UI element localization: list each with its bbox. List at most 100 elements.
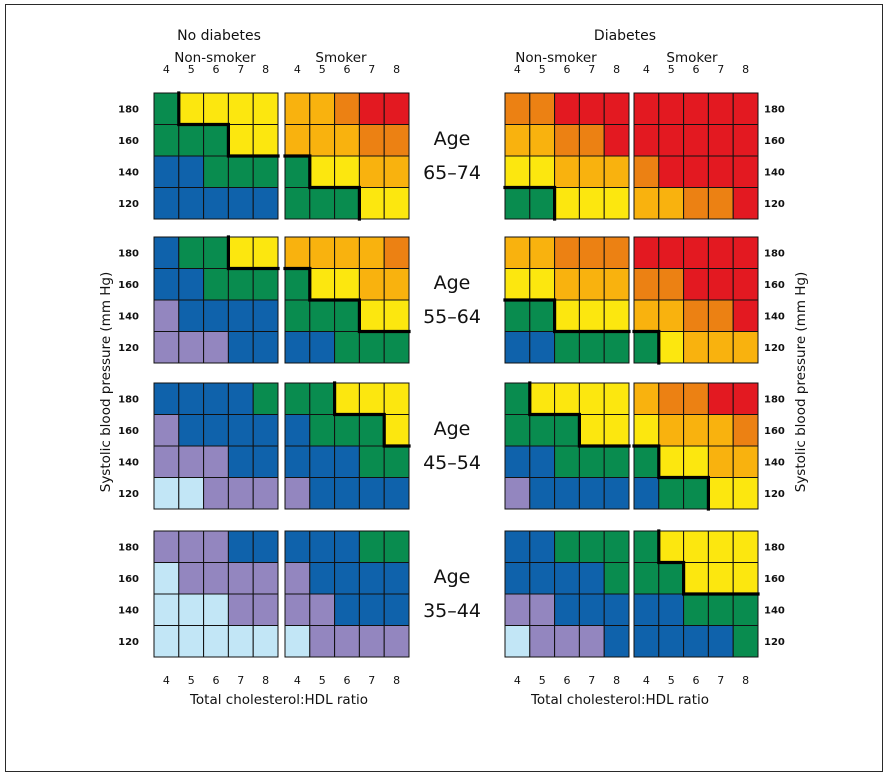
- risk-cell: [633, 299, 660, 332]
- risk-cell: [309, 382, 336, 415]
- risk-cell: [529, 331, 556, 364]
- risk-cell: [227, 155, 254, 188]
- risk-threshold-line: [503, 298, 631, 334]
- y-tick-label-right: 120: [764, 343, 785, 354]
- risk-cell: [683, 530, 709, 563]
- risk-cell: [603, 414, 630, 447]
- panel-diab-nonsmoker-age-2: [504, 381, 631, 510]
- risk-cell: [683, 92, 709, 125]
- risk-cell: [529, 593, 556, 626]
- risk-cell: [554, 331, 580, 364]
- risk-cell: [658, 331, 685, 364]
- y-tick-label-right: 140: [764, 457, 785, 468]
- risk-cell: [658, 155, 685, 188]
- panel-diab-smoker-age-0: [633, 92, 759, 220]
- risk-cell: [358, 445, 385, 478]
- risk-cell: [334, 331, 360, 364]
- risk-cell: [504, 445, 531, 478]
- risk-cell: [383, 530, 410, 563]
- x-tick-label-bottom: 8: [613, 674, 620, 687]
- risk-cell: [554, 124, 580, 157]
- x-tick-label-bottom: 6: [564, 674, 571, 687]
- y-tick-label-right: 180: [764, 104, 785, 115]
- risk-cell: [603, 477, 630, 510]
- age-label: Age: [434, 272, 471, 294]
- x-tick-label-top: 6: [213, 63, 220, 76]
- risk-cell: [203, 331, 229, 364]
- risk-cell: [554, 236, 580, 269]
- risk-cell: [227, 124, 254, 157]
- risk-cell: [178, 593, 205, 626]
- risk-cell: [683, 593, 709, 626]
- risk-cell: [309, 236, 336, 269]
- risk-cell: [529, 299, 556, 332]
- risk-cell: [309, 530, 336, 563]
- risk-cell: [683, 445, 709, 478]
- risk-cell: [578, 299, 605, 332]
- x-tick-label-top: 8: [262, 63, 269, 76]
- risk-cell: [203, 236, 229, 269]
- risk-cell: [578, 477, 605, 510]
- risk-cell: [603, 236, 630, 269]
- no-diabetes-header: No diabetes: [177, 28, 261, 44]
- risk-cell: [227, 562, 254, 595]
- risk-cell: [284, 331, 311, 364]
- risk-cell: [358, 593, 385, 626]
- risk-cell: [227, 331, 254, 364]
- risk-cell: [252, 445, 279, 478]
- risk-cell: [358, 625, 385, 658]
- risk-cell: [358, 562, 385, 595]
- risk-cell: [683, 414, 709, 447]
- risk-cell: [504, 625, 531, 658]
- risk-cell: [334, 124, 360, 157]
- risk-cell: [284, 477, 311, 510]
- risk-cell: [504, 236, 531, 269]
- risk-cell: [334, 445, 360, 478]
- risk-cell: [707, 562, 734, 595]
- risk-cell: [707, 92, 734, 125]
- x-tick-label-top: 8: [613, 63, 620, 76]
- y-tick-label-left: 140: [118, 311, 139, 322]
- risk-cell: [504, 299, 531, 332]
- risk-cell: [334, 382, 360, 415]
- risk-cell: [504, 155, 531, 188]
- risk-cell: [252, 593, 279, 626]
- risk-cell: [529, 268, 556, 301]
- risk-cell: [284, 382, 311, 415]
- y-tick-label-right: 120: [764, 199, 785, 210]
- risk-cell: [153, 414, 180, 447]
- x-tick-label-top: 7: [717, 63, 724, 76]
- risk-cell: [309, 445, 336, 478]
- x-tick-label-bottom: 6: [693, 674, 700, 687]
- risk-cell: [554, 187, 580, 220]
- x-tick-label-bottom: 7: [368, 674, 375, 687]
- risk-cell: [633, 187, 660, 220]
- risk-cell: [529, 414, 556, 447]
- risk-cell: [732, 124, 759, 157]
- smoker-header-no-diabetes: Smoker: [315, 50, 367, 66]
- risk-cell: [732, 477, 759, 510]
- risk-cell: [227, 382, 254, 415]
- x-tick-label-bottom: 5: [319, 674, 326, 687]
- risk-cell: [227, 625, 254, 658]
- y-tick-label-right: 160: [764, 574, 785, 585]
- risk-cell: [732, 562, 759, 595]
- risk-cell: [658, 414, 685, 447]
- risk-cell: [504, 268, 531, 301]
- risk-cell: [683, 155, 709, 188]
- risk-cell: [358, 530, 385, 563]
- x-tick-label-bottom: 8: [742, 674, 749, 687]
- risk-cell: [603, 187, 630, 220]
- risk-cell: [707, 445, 734, 478]
- risk-cell: [554, 414, 580, 447]
- x-tick-label-top: 4: [514, 63, 521, 76]
- age-range-label: 45–54: [423, 452, 481, 474]
- age-label: Age: [434, 128, 471, 150]
- x-tick-label-bottom: 8: [393, 674, 400, 687]
- risk-cell: [309, 187, 336, 220]
- risk-cell: [178, 530, 205, 563]
- y-tick-label-right: 120: [764, 637, 785, 648]
- risk-cell: [578, 236, 605, 269]
- risk-cell: [153, 593, 180, 626]
